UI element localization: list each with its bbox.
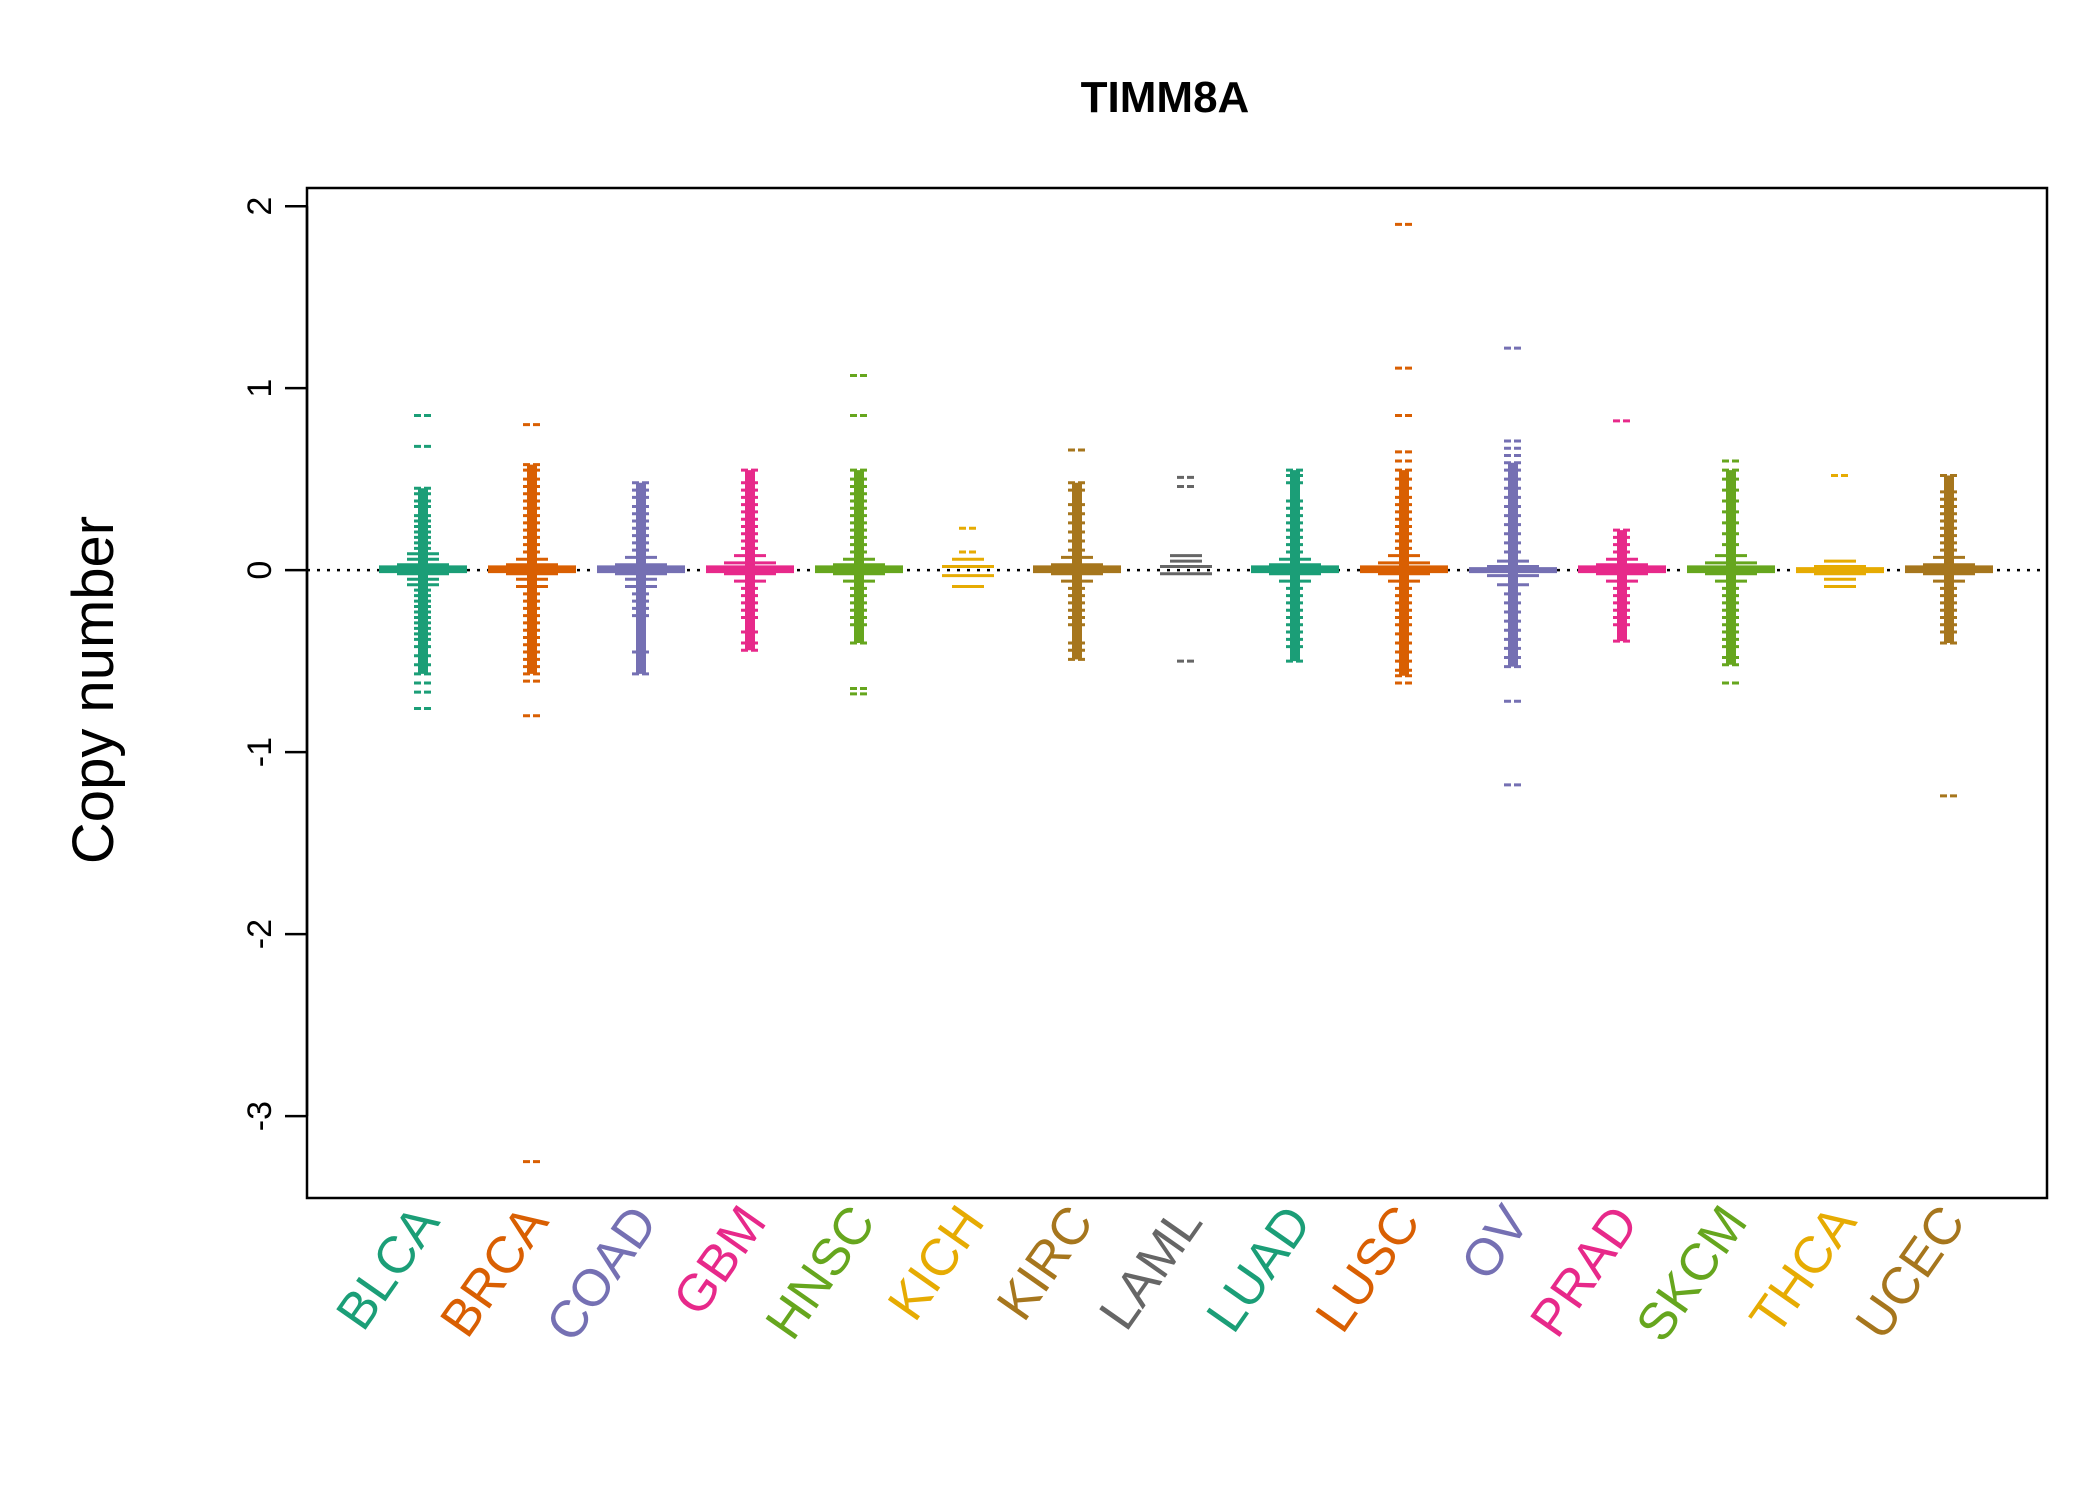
category-swarm <box>706 468 794 652</box>
y-axis: 2 1 0 -1 -2 -3 <box>241 197 309 1131</box>
category-swarm <box>1905 474 1993 798</box>
category-swarm <box>1160 475 1212 663</box>
x-category-label: SKCM <box>1625 1196 1759 1352</box>
x-category-label: LAML <box>1088 1196 1213 1341</box>
category-swarm <box>379 413 467 710</box>
chart-title: TIMM8A <box>1081 73 1250 122</box>
x-category-label: BRCA <box>429 1195 560 1347</box>
x-category-label: COAD <box>535 1196 669 1352</box>
x-category-label: THCA <box>1739 1195 1868 1344</box>
y-tick-label: 0 <box>241 561 279 580</box>
x-category-label: BLCA <box>325 1195 451 1340</box>
x-category-label: PRAD <box>1519 1196 1649 1348</box>
x-category-label: HNSC <box>755 1196 887 1350</box>
category-swarm <box>815 373 903 696</box>
category-swarm <box>1469 346 1557 787</box>
plot-frame <box>305 186 2049 1200</box>
y-tick-label: -2 <box>241 919 279 949</box>
category-swarm <box>1578 419 1666 643</box>
y-tick-label: -3 <box>241 1101 279 1131</box>
y-tick-label: 2 <box>241 197 279 216</box>
category-swarm <box>597 481 685 676</box>
category-swarm <box>1796 474 1884 589</box>
x-category-label: LUAD <box>1196 1196 1323 1343</box>
x-category-label: UCEC <box>1845 1196 1977 1350</box>
data-marks <box>379 222 1993 1164</box>
x-category-label: KIRC <box>986 1196 1105 1331</box>
category-swarm <box>1360 222 1448 685</box>
x-category-label: LUSC <box>1305 1196 1432 1343</box>
y-tick-label: 1 <box>241 379 279 398</box>
category-swarm <box>942 526 994 589</box>
x-category-label: GBM <box>662 1196 777 1326</box>
y-axis-title: Copy number <box>61 516 126 864</box>
category-swarm <box>1687 459 1775 685</box>
category-swarm <box>1251 468 1339 663</box>
category-swarm <box>488 423 576 1164</box>
x-category-label: OV <box>1450 1195 1541 1290</box>
x-category-label: KICH <box>877 1196 996 1331</box>
category-swarm <box>1033 448 1121 661</box>
y-tick-label: -1 <box>241 737 279 767</box>
